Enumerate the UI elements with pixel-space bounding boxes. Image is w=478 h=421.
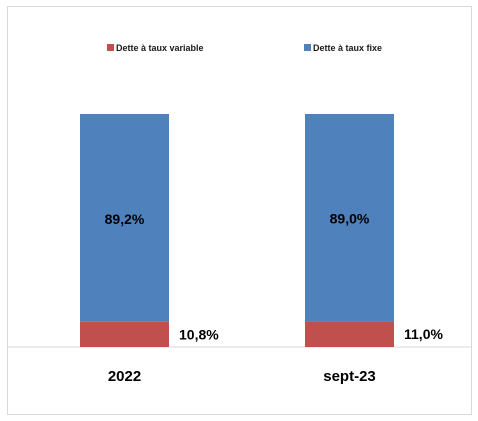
- x-tick-label-2022: 2022: [108, 368, 141, 385]
- data-label-fixed-sept-23: 89,0%: [330, 211, 370, 227]
- legend-swatch-fixed: [304, 44, 311, 51]
- legend-swatch-variable: [107, 44, 114, 51]
- labels-group: 10,8% 89,2% 2022 11,0% 89,0% sept-23: [105, 211, 444, 385]
- bar-variable-sept-23: [305, 321, 394, 347]
- bar-fixed-sept-23: [305, 114, 394, 322]
- data-label-variable-sept-23: 11,0%: [404, 326, 443, 342]
- bar-fixed-2022: [80, 114, 169, 322]
- data-label-fixed-2022: 89,2%: [105, 211, 145, 227]
- bars-group: [80, 114, 394, 347]
- legend: Dette à taux variable Dette à taux fixe: [107, 43, 382, 53]
- legend-label-variable: Dette à taux variable: [116, 43, 204, 53]
- bar-variable-2022: [80, 321, 169, 347]
- x-tick-label-sept-23: sept-23: [323, 368, 376, 385]
- legend-label-fixed: Dette à taux fixe: [313, 43, 382, 53]
- data-label-variable-2022: 10,8%: [179, 326, 219, 342]
